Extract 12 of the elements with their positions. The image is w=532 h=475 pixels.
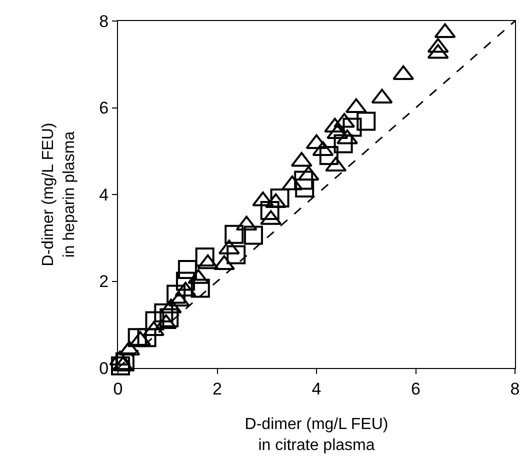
y-tick-label: 6	[99, 98, 109, 118]
y-tick-label: 8	[99, 12, 109, 31]
x-tick-label: 8	[510, 379, 520, 398]
x-tick-label: 4	[312, 379, 322, 398]
y-tick-label: 0	[99, 358, 109, 378]
x-axis-title: D-dimer (mg/L FEU) in citrate plasma	[244, 416, 388, 454]
x-tick-label: 2	[212, 379, 222, 398]
y-tick-label: 4	[99, 185, 109, 204]
y-tick-label: 2	[99, 272, 109, 292]
x-tick-label: 0	[113, 379, 123, 398]
x-tick-label: 6	[411, 379, 420, 398]
y-axis-title: D-dimer (mg/L FEU) in heparin plasma	[40, 122, 78, 266]
